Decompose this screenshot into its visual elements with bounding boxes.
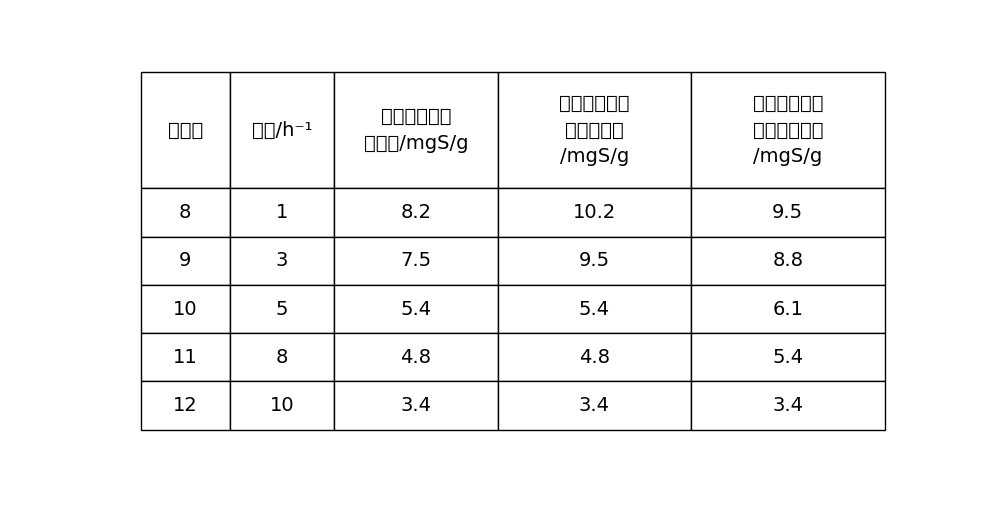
Bar [334,381,498,430]
Bar [140,237,230,285]
Text: 5.4: 5.4 [772,348,803,367]
Text: 3: 3 [276,251,288,270]
Text: 3.4: 3.4 [772,396,803,415]
Bar [691,285,885,333]
Bar [230,285,334,333]
Bar [498,189,691,237]
Bar [230,189,334,237]
Text: 8.8: 8.8 [772,251,803,270]
Text: 5.4: 5.4 [579,299,610,319]
Text: 空速/h⁻¹: 空速/h⁻¹ [252,121,312,140]
Text: 11: 11 [173,348,198,367]
Bar [691,237,885,285]
Text: 4.8: 4.8 [579,348,610,367]
Bar [498,72,691,189]
Bar [498,285,691,333]
Bar [334,285,498,333]
Bar [498,333,691,381]
Text: 7.5: 7.5 [400,251,431,270]
Text: 二苯并噻吩的
穿透吸附容量
/mgS/g: 二苯并噻吩的 穿透吸附容量 /mgS/g [753,94,823,166]
Bar [230,333,334,381]
Bar [334,72,498,189]
Bar [230,381,334,430]
Bar [498,381,691,430]
Text: 12: 12 [173,396,198,415]
Bar [140,189,230,237]
Text: 4.8: 4.8 [400,348,431,367]
Bar [691,189,885,237]
Text: 9.5: 9.5 [579,251,610,270]
Text: 8.2: 8.2 [400,203,431,222]
Bar [334,333,498,381]
Text: 10: 10 [173,299,197,319]
Bar [140,285,230,333]
Text: 噻吩的穿透吸
附容量/mgS/g: 噻吩的穿透吸 附容量/mgS/g [364,107,468,153]
Bar [691,381,885,430]
Text: 8: 8 [276,348,288,367]
Text: 10.2: 10.2 [573,203,616,222]
Bar [140,72,230,189]
Text: 3.4: 3.4 [579,396,610,415]
Text: 8: 8 [179,203,191,222]
Text: 实施例: 实施例 [168,121,203,140]
Bar [691,333,885,381]
Text: 苯并噻吩的穿
透吸附容量
/mgS/g: 苯并噻吩的穿 透吸附容量 /mgS/g [559,94,630,166]
Text: 3.4: 3.4 [400,396,431,415]
Bar [140,381,230,430]
Text: 9.5: 9.5 [772,203,803,222]
Bar [334,189,498,237]
Text: 5.4: 5.4 [400,299,431,319]
Bar [140,333,230,381]
Text: 1: 1 [276,203,288,222]
Bar [230,237,334,285]
Text: 10: 10 [270,396,294,415]
Text: 6.1: 6.1 [772,299,803,319]
Bar [230,72,334,189]
Text: 5: 5 [276,299,288,319]
Bar [691,72,885,189]
Text: 9: 9 [179,251,191,270]
Bar [334,237,498,285]
Bar [498,237,691,285]
